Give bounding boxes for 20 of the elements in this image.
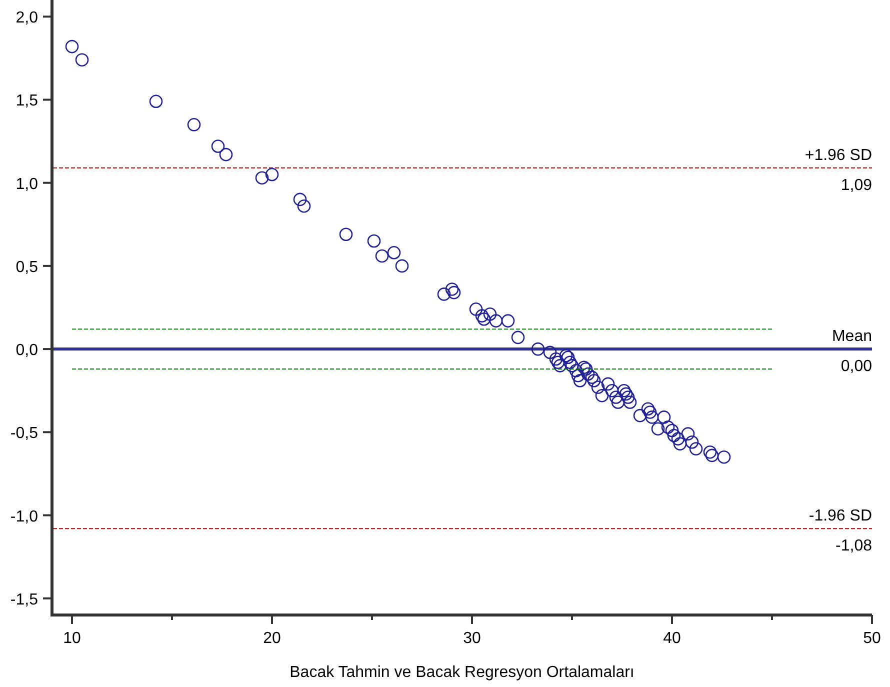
y-tick-label: -1,5 <box>10 591 38 608</box>
ref-line-label: +1.96 SD <box>804 146 872 164</box>
y-tick-label: 0,5 <box>16 258 38 276</box>
annotation: 0,00 <box>840 358 872 376</box>
annotation: -1,08 <box>836 538 872 555</box>
y-tick-label: -1,0 <box>10 508 38 526</box>
ref-line-label: -1.96 SD <box>808 508 872 525</box>
y-tick-label: -0,5 <box>10 425 38 442</box>
y-tick-label: 2,0 <box>16 10 38 27</box>
x-tick-label: 40 <box>663 630 681 647</box>
x-tick-label: 10 <box>63 630 81 647</box>
x-tick-label: 30 <box>463 630 481 647</box>
annotation: 1,09 <box>840 176 872 194</box>
ref-line-label: Mean <box>832 328 872 346</box>
y-tick-label: 1,5 <box>16 92 38 110</box>
x-tick-label: 20 <box>263 630 281 647</box>
x-tick-label: 50 <box>863 630 881 647</box>
y-tick-label: 1,0 <box>16 176 38 193</box>
x-axis-title: Bacak Tahmin ve Bacak Regresyon Ortalamaları <box>290 664 634 681</box>
y-tick-label: 0,0 <box>16 342 38 360</box>
